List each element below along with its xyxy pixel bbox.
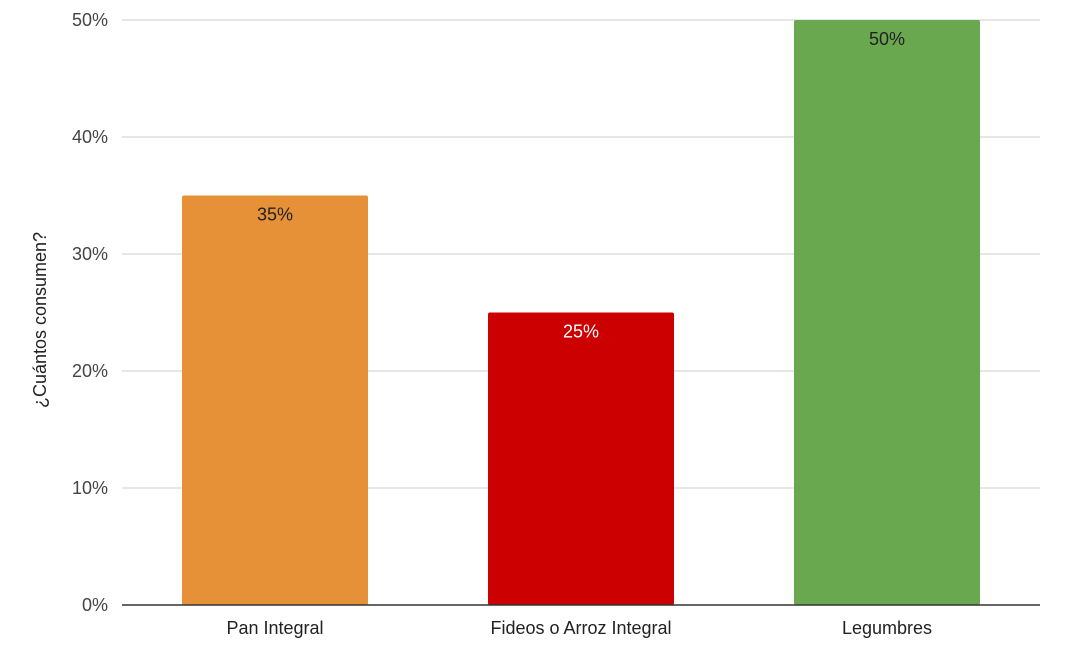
y-tick-label: 20% [72,361,108,381]
data-labels: 35% 25% 50% [257,29,905,342]
bar-value-label: 35% [257,205,293,225]
y-tick-label: 0% [82,595,108,615]
y-tick-label: 30% [72,244,108,264]
bar [488,312,674,605]
bar [182,195,368,605]
bar-value-label: 50% [869,29,905,49]
y-tick-label: 10% [72,478,108,498]
x-category-label: Pan Integral [226,618,323,638]
x-category-label: Fideos o Arroz Integral [490,618,671,638]
bars [182,20,980,605]
bar-value-label: 25% [563,322,599,342]
y-axis-title: ¿Cuántos consumen? [30,232,50,408]
bar [794,20,980,605]
x-category-label: Legumbres [842,618,932,638]
x-axis-categories: Pan Integral Fideos o Arroz Integral Legum… [226,618,932,638]
y-tick-label: 50% [72,10,108,30]
y-tick-label: 40% [72,127,108,147]
y-axis-ticks: 0% 10% 20% 30% 40% 50% [72,10,108,615]
